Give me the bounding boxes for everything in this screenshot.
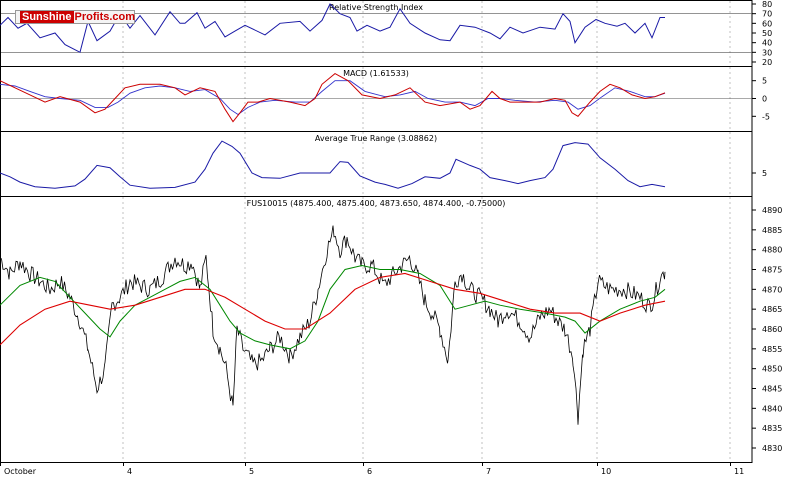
y-tick-label: 4835 (762, 424, 782, 433)
rsi-line (0, 3, 665, 54)
brand-part-1: Sunshine (20, 11, 74, 23)
y-tick-label: 4850 (762, 365, 782, 374)
y-tick-label: 4870 (762, 285, 782, 294)
pane-title-rsi: Relative Strength Index (329, 3, 423, 12)
price-line (0, 225, 666, 425)
x-tick-label: 10 (601, 467, 611, 476)
y-tick-label: 40 (762, 39, 772, 48)
y-tick-label: 20 (762, 58, 772, 67)
y-tick-label: 4885 (762, 226, 782, 235)
x-tick-label: 6 (367, 467, 372, 476)
y-tick-label: 4845 (762, 385, 782, 394)
y-tick-label: 4890 (762, 206, 782, 215)
x-tick-label: 11 (734, 467, 744, 476)
ma-fast-line (0, 264, 666, 350)
brand-part-2: Profits.com (74, 11, 136, 23)
ma-slow-line (0, 272, 666, 346)
y-tick-label: 4860 (762, 325, 782, 334)
pane-title-atr: Average True Range (3.08862) (315, 134, 437, 143)
x-tick-label: 7 (486, 467, 491, 476)
pane-frame-price (0, 196, 753, 463)
y-tick-label: 4855 (762, 345, 782, 354)
x-tick-label: October (4, 467, 37, 476)
x-tick-label: 4 (127, 467, 132, 476)
y-tick-label: 50 (762, 29, 772, 38)
brand-logo: Sunshine Profits.com (15, 10, 135, 24)
y-tick-label: 4830 (762, 444, 782, 453)
pane-title-macd: MACD (1.61533) (343, 69, 409, 78)
atr-line (0, 140, 666, 189)
y-tick-label: 60 (762, 19, 772, 28)
y-tick-label: -5 (762, 112, 770, 121)
pane-title-price: FUS10015 (4875.400, 4875.400, 4873.650, … (247, 199, 506, 208)
y-tick-label: 4875 (762, 266, 782, 275)
y-tick-label: 30 (762, 48, 772, 57)
y-tick-label: 5 (762, 169, 767, 178)
y-tick-label: 4840 (762, 404, 782, 413)
y-tick-label: 0 (762, 95, 767, 104)
y-tick-label: 5 (762, 77, 767, 86)
y-tick-label: 80 (762, 0, 772, 9)
y-tick-label: 70 (762, 10, 772, 19)
macd-signal-line (0, 80, 666, 116)
y-tick-label: 4865 (762, 305, 782, 314)
macd-line (0, 72, 666, 123)
x-tick-label: 5 (249, 467, 254, 476)
y-tick-label: 4880 (762, 246, 782, 255)
